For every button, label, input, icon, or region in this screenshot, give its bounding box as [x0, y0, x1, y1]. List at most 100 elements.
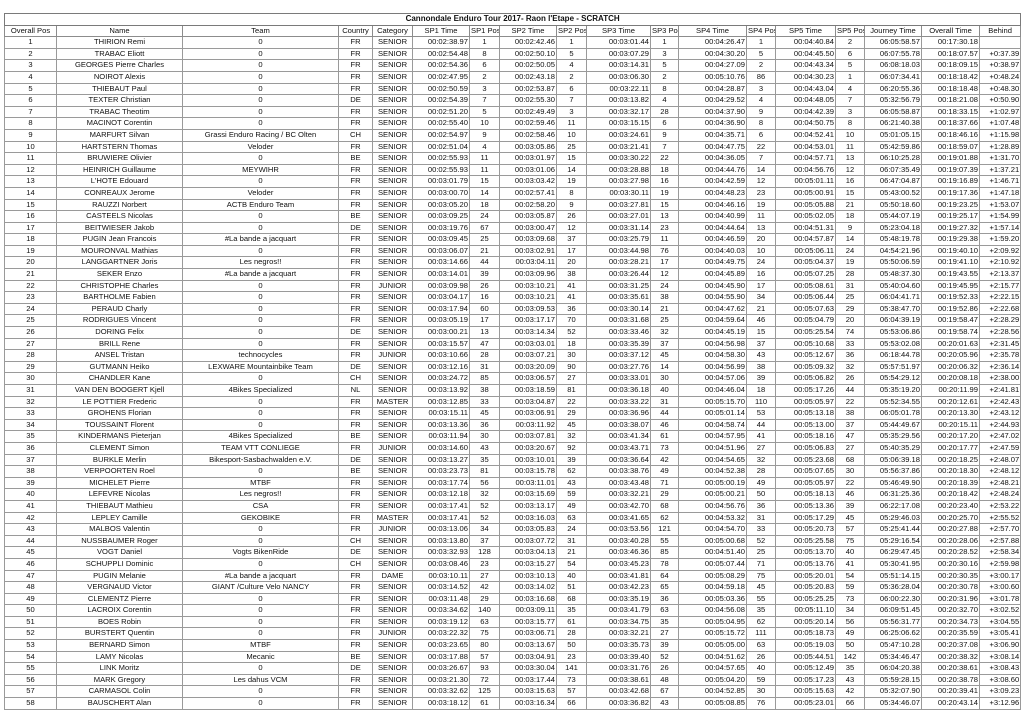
cell-team: technocycles: [182, 349, 339, 362]
column-header-sp3-pos: SP3 Pos: [650, 24, 679, 38]
cell-team: 0: [182, 604, 339, 617]
cell-sp2-time: 00:03:13.67: [499, 639, 557, 652]
cell-journey-time: 05:35:29.56: [864, 430, 922, 443]
cell-sp1-time: 00:03:13.92: [412, 384, 470, 397]
cell-sp2-time: 00:03:05.87: [499, 210, 557, 223]
cell-sp3-time: 00:03:24.61: [586, 128, 651, 142]
cell-sp2-pos: 26: [556, 210, 587, 223]
cell-overall-pos: 20: [4, 256, 57, 270]
cell-sp3-pos: 16: [650, 175, 679, 188]
cell-overall-time: 00:20:17.20: [921, 430, 980, 443]
cell-sp1-pos: 24: [469, 210, 500, 223]
cell-sp5-time: 00:04:48.05: [775, 94, 836, 107]
table-row: 19 MOURONVAL Mathias 0 FR SENIOR 00:03:06.07 2…: [4, 244, 1022, 258]
table-row: 53 BERNARD Simon MTBF FR SENIOR 00:03:23.65 80…: [4, 639, 1022, 652]
cell-sp1-pos: 9: [469, 128, 500, 142]
cell-category: SENIOR: [372, 70, 413, 84]
cell-sp4-pos: 76: [746, 697, 776, 710]
cell-overall-time: 00:20:06.32: [921, 360, 980, 374]
cell-country: FR: [338, 256, 373, 270]
cell-journey-time: 06:07:55.78: [864, 47, 922, 61]
cell-behind: +1:28.89: [978, 140, 1022, 154]
cell-country: DE: [338, 94, 373, 107]
cell-sp3-pos: 38: [650, 291, 679, 304]
cell-sp4-pos: 53: [746, 407, 776, 420]
cell-name: PUGIN Melanie: [56, 569, 183, 583]
cell-overall-pos: 33: [4, 407, 57, 420]
cell-sp5-time: 00:05:01.11: [775, 175, 836, 188]
table-row: 4 NOIROT Alexis 0 FR SENIOR 00:02:47.95 2 00:02…: [4, 70, 1022, 84]
cell-sp2-time: 00:03:15.78: [499, 465, 557, 478]
cell-overall-pos: 35: [4, 430, 57, 443]
cell-category: JUNIOR: [372, 279, 413, 293]
cell-overall-pos: 55: [4, 662, 57, 675]
cell-sp5-pos: 68: [835, 453, 865, 467]
cell-country: FR: [338, 697, 373, 710]
cell-name: MACINOT Corentin: [56, 117, 183, 130]
cell-sp3-time: 00:03:45.23: [586, 557, 651, 571]
cell-sp5-pos: 66: [835, 697, 865, 710]
cell-sp2-pos: 17: [556, 244, 587, 258]
cell-behind: +1:53.07: [978, 198, 1022, 212]
cell-team: MTBF: [182, 476, 339, 490]
cell-overall-pos: 2: [4, 47, 57, 61]
cell-sp1-time: 00:03:17.74: [412, 476, 470, 490]
cell-sp5-pos: 49: [835, 627, 865, 641]
cell-sp2-time: 00:03:14.02: [499, 581, 557, 594]
cell-sp3-time: 00:03:34.75: [586, 615, 651, 629]
cell-country: FR: [338, 407, 373, 420]
cell-sp5-time: 00:05:06.83: [775, 441, 836, 455]
cell-category: SENIOR: [372, 488, 413, 501]
cell-behind: +2:57.88: [978, 534, 1022, 548]
cell-behind: +2:47.02: [978, 430, 1022, 443]
table-row: 24 PERAUD Charly 0 FR SENIOR 00:03:17.94 60 00:…: [4, 302, 1022, 316]
cell-sp4-time: 00:05:15.72: [678, 627, 747, 641]
cell-category: SENIOR: [372, 465, 413, 478]
cell-sp1-pos: 37: [469, 534, 500, 548]
cell-overall-pos: 45: [4, 546, 57, 559]
cell-sp5-time: 00:05:05.97: [775, 395, 836, 409]
cell-sp1-time: 00:03:15.11: [412, 407, 470, 420]
cell-sp1-pos: 29: [469, 592, 500, 606]
cell-category: SENIOR: [372, 210, 413, 223]
cell-sp2-pos: 8: [556, 186, 587, 200]
cell-overall-time: 00:19:23.25: [921, 198, 980, 212]
cell-overall-pos: 25: [4, 314, 57, 328]
cell-sp2-time: 00:03:00.47: [499, 221, 557, 235]
cell-category: MASTER: [372, 395, 413, 409]
cell-sp2-pos: 30: [556, 349, 587, 362]
cell-overall-pos: 18: [4, 233, 57, 246]
cell-name: DORING Felix: [56, 326, 183, 339]
cell-sp5-time: 00:04:43.34: [775, 59, 836, 72]
table-row: 10 HARTSTERN Thomas Veloder FR SENIOR 00:02:5…: [4, 140, 1022, 154]
cell-sp2-pos: 49: [556, 499, 587, 513]
cell-sp4-time: 00:04:56.99: [678, 360, 747, 374]
cell-sp1-time: 00:03:00.21: [412, 326, 470, 339]
cell-team: 0: [182, 592, 339, 606]
cell-behind: +2:44.93: [978, 418, 1022, 432]
cell-sp1-time: 00:03:13.27: [412, 453, 470, 467]
cell-sp4-time: 00:04:28.87: [678, 82, 747, 96]
cell-category: SENIOR: [372, 256, 413, 270]
cell-country: FR: [338, 569, 373, 583]
cell-sp1-time: 00:03:21.30: [412, 673, 470, 687]
cell-sp4-pos: 33: [746, 523, 776, 536]
cell-overall-time: 00:18:33.15: [921, 105, 980, 119]
cell-sp4-time: 00:04:30.20: [678, 47, 747, 61]
cell-sp4-time: 00:05:01.14: [678, 407, 747, 420]
cell-team: 0: [182, 418, 339, 432]
cell-sp1-pos: 23: [469, 557, 500, 571]
cell-sp5-pos: 36: [835, 349, 865, 362]
cell-sp2-time: 00:03:18.59: [499, 384, 557, 397]
cell-sp5-time: 00:05:15.63: [775, 685, 836, 699]
cell-sp5-pos: 5: [835, 59, 865, 72]
cell-overall-pos: 21: [4, 268, 57, 281]
cell-country: DE: [338, 662, 373, 675]
cell-sp3-time: 00:03:42.68: [586, 685, 651, 699]
cell-team: 0: [182, 117, 339, 130]
cell-category: SENIOR: [372, 244, 413, 258]
table-row: 29 GUTMANN Heiko LEXWARE Mountainbike Team…: [4, 360, 1022, 374]
cell-sp1-pos: 45: [469, 407, 500, 420]
cell-sp5-time: 00:05:11.10: [775, 604, 836, 617]
cell-sp1-time: 00:03:19.12: [412, 615, 470, 629]
